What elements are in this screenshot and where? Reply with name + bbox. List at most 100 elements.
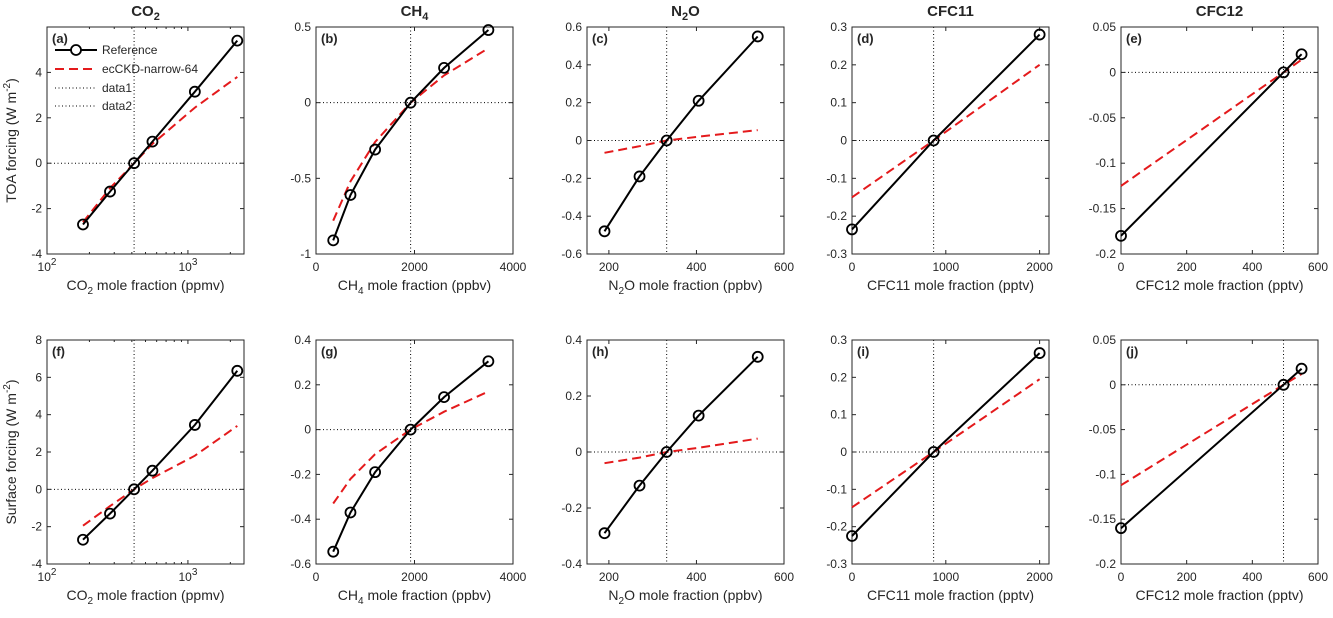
reference-series-line (851, 33, 1041, 231)
tick-base: 10 (38, 570, 52, 584)
panel-label: (i) (857, 344, 869, 359)
label-subscript: 2 (619, 596, 625, 607)
y-tick-label: 0.1 (830, 96, 847, 110)
y-tick-label: 0 (840, 134, 847, 148)
label-text: CH (338, 277, 358, 293)
x-tick-label: 0 (1118, 260, 1125, 274)
title-text: CH (401, 3, 423, 20)
legend-entry-label: ecCKD-narrow-64 (102, 62, 198, 76)
column-title: CH4 (401, 3, 430, 23)
y-tick-label: 4 (35, 65, 42, 79)
reference-data-point (404, 423, 417, 436)
column-title: CFC12 (1196, 3, 1244, 20)
y-tick-label: 0.2 (830, 370, 847, 384)
reference-data-point (438, 61, 450, 74)
y-tick-label: 0.5 (294, 20, 311, 34)
legend-reference-marker (70, 44, 82, 56)
y-tick-label: 8 (35, 333, 42, 347)
ecckd-series-line (1120, 373, 1303, 487)
y-tick-label: 0.05 (1093, 333, 1117, 347)
y-tick-label: -0.2 (826, 520, 847, 534)
reference-data-point (104, 507, 116, 520)
x-tick-label: 103 (178, 567, 197, 584)
y-tick-label: 0.3 (830, 20, 847, 34)
x-tick-label: 600 (1308, 260, 1328, 274)
y-tick-label: -0.2 (290, 467, 311, 481)
tick-exponent: 2 (51, 257, 57, 268)
x-axis-label: CFC11 mole fraction (pptv) (867, 277, 1034, 293)
label-text: N (608, 277, 618, 293)
y-tick-label: 0.2 (565, 96, 582, 110)
x-axis-label: CFC12 mole fraction (pptv) (1135, 587, 1303, 603)
reference-data-point (846, 530, 858, 542)
reference-data-point (1115, 522, 1127, 535)
reference-data-point (77, 218, 89, 231)
x-tick-label: 0 (849, 570, 856, 584)
x-tick-label: 103 (178, 257, 197, 274)
label-text: TOA forcing (W m (3, 92, 19, 203)
reference-data-point (104, 185, 116, 198)
x-axis-label: CH4 mole fraction (ppbv) (338, 277, 491, 297)
x-tick-label: 2000 (401, 570, 428, 584)
label-text: ) (3, 379, 19, 384)
axes-box (46, 339, 245, 565)
x-tick-label: 600 (774, 260, 794, 274)
reference-data-point (1033, 347, 1046, 359)
reference-data-point (660, 446, 673, 458)
y-tick-label: 0.4 (565, 333, 582, 347)
tick-base: 10 (178, 260, 192, 274)
y-tick-label: -0.4 (561, 209, 582, 223)
x-tick-label: 1000 (932, 260, 959, 274)
ecckd-series-line (851, 378, 1041, 509)
panel-label: (d) (857, 31, 874, 46)
reference-series-line (332, 360, 490, 553)
panel-j: -0.2 -0.15 -0.1 -0.05 0 0.05 0 200 400 600 CFC12 m… (1089, 333, 1329, 603)
title-text: CFC12 (1196, 3, 1244, 20)
panel-i: -0.3 -0.2 -0.1 0 0.1 0.2 0.3 0 1000 2000 CFC11 mol… (826, 333, 1053, 603)
reference-series-line (603, 356, 759, 534)
y-tick-label: 2 (35, 445, 42, 459)
x-tick-label: 2000 (1026, 260, 1053, 274)
label-superscript: -2 (2, 384, 13, 393)
legend-entry-label: data1 (102, 81, 132, 95)
label-text: CO (66, 277, 87, 293)
axes-box (315, 339, 514, 565)
reference-data-point (438, 391, 450, 404)
panel-e: -0.2 -0.15 -0.1 -0.05 0 0.05 0 200 400 600 CFC12 m… (1089, 3, 1329, 293)
x-axis-label: N2O mole fraction (ppbv) (608, 277, 762, 297)
reference-data-point (128, 483, 140, 496)
y-tick-label: -0.3 (826, 247, 847, 261)
label-text: CH (338, 587, 358, 603)
column-title: CFC11 (927, 3, 974, 20)
label-text: CFC11 mole fraction (pptv) (867, 277, 1034, 293)
panel-d: -0.3 -0.2 -0.1 0 0.1 0.2 0.3 0 1000 2000 CFC11 mol… (826, 3, 1053, 293)
y-tick-label: 0 (1109, 65, 1116, 79)
x-tick-label: 400 (686, 570, 706, 584)
reference-data-point (598, 225, 611, 238)
x-tick-label: 200 (599, 260, 619, 274)
reference-data-point (633, 479, 646, 492)
x-tick-label: 102 (38, 257, 57, 274)
reference-data-point (146, 464, 159, 477)
label-subscript: 2 (87, 596, 93, 607)
axes-box (1120, 339, 1319, 565)
x-tick-label: 200 (1177, 570, 1197, 584)
column-title: CO2 (131, 3, 160, 23)
y-tick-label: 0.05 (1093, 20, 1117, 34)
y-tick-label: 0.2 (294, 378, 311, 392)
y-tick-label: 0 (35, 156, 42, 170)
panel-label: (e) (1126, 31, 1142, 46)
reference-data-point (751, 30, 764, 43)
ecckd-series-line (82, 425, 238, 527)
y-tick-label: -2 (31, 520, 42, 534)
label-text: CO (66, 587, 87, 603)
reference-data-point (1277, 66, 1290, 79)
reference-data-point (846, 223, 858, 236)
panel-label: (j) (1126, 344, 1138, 359)
x-tick-label: 2000 (401, 260, 428, 274)
tick-base: 10 (178, 570, 192, 584)
y-tick-label: -0.6 (290, 557, 311, 571)
y-tick-label: -4 (31, 247, 42, 261)
label-superscript: -2 (2, 82, 13, 91)
reference-data-point (188, 419, 201, 431)
